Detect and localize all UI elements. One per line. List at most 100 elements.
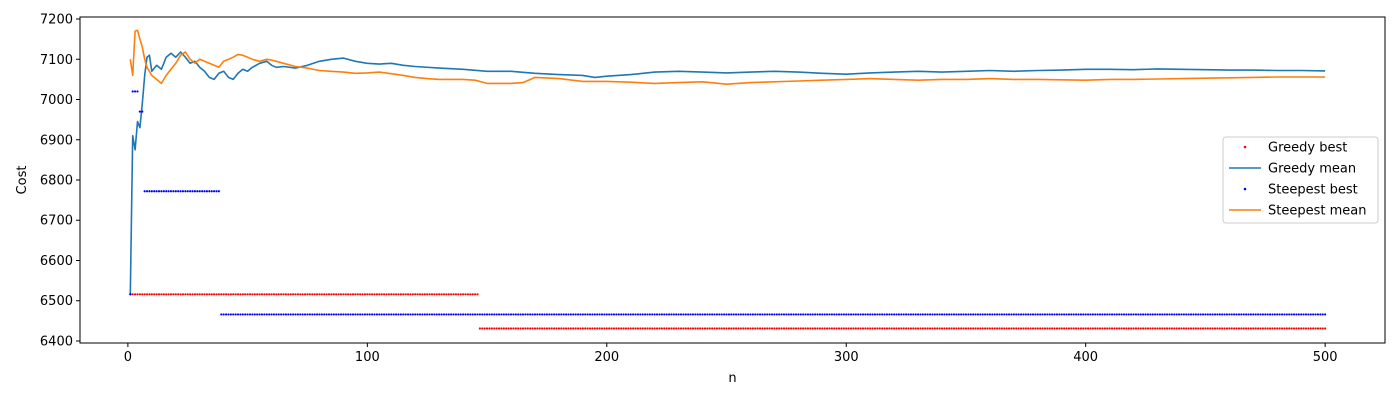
data-point (466, 313, 470, 316)
data-point (608, 327, 611, 330)
data-point (222, 293, 225, 296)
data-point (277, 293, 280, 296)
data-point (397, 313, 400, 316)
data-point (1072, 327, 1075, 330)
data-point (974, 313, 977, 316)
data-point (473, 313, 477, 316)
data-point (1185, 327, 1188, 330)
data-point (1051, 313, 1054, 316)
data-point (1297, 327, 1300, 330)
data-point (303, 293, 307, 296)
data-point (543, 313, 546, 316)
data-point (402, 313, 405, 316)
data-point (330, 313, 333, 316)
data-point (857, 327, 860, 330)
data-point (548, 327, 551, 330)
data-point (344, 313, 347, 316)
data-point (1268, 327, 1272, 330)
data-point (478, 327, 481, 330)
data-point (1273, 327, 1276, 330)
data-point (553, 327, 556, 330)
data-point (1230, 313, 1233, 316)
data-point (296, 313, 299, 316)
data-point (217, 190, 220, 193)
data-point (646, 327, 649, 330)
data-point (1010, 313, 1013, 316)
data-point (782, 313, 786, 316)
data-point (1070, 313, 1073, 316)
data-point (435, 313, 438, 316)
data-point (1015, 327, 1018, 330)
data-point (174, 293, 177, 296)
data-point (1245, 313, 1248, 316)
data-point (804, 327, 807, 330)
data-point (550, 313, 553, 316)
data-point (1285, 313, 1288, 316)
data-point (732, 313, 735, 316)
data-point (375, 293, 379, 296)
data-point (758, 327, 762, 330)
data-point (897, 313, 901, 316)
data-point (761, 327, 764, 330)
data-point (471, 293, 474, 296)
y-tick-label: 6600 (40, 254, 73, 269)
data-point (787, 313, 790, 316)
data-point (665, 327, 668, 330)
data-point (553, 313, 556, 316)
data-point (536, 327, 539, 330)
data-point (670, 327, 673, 330)
data-point (586, 313, 589, 316)
data-point (165, 293, 168, 296)
data-point (1022, 327, 1025, 330)
data-point (763, 313, 766, 316)
data-point (1082, 313, 1085, 316)
data-point (531, 327, 534, 330)
data-point (138, 110, 141, 113)
data-point (667, 327, 671, 330)
data-point (718, 313, 721, 316)
data-point (790, 327, 793, 330)
data-point (828, 313, 831, 316)
data-point (1261, 327, 1264, 330)
data-point (612, 313, 616, 316)
data-point (174, 190, 177, 193)
data-point (438, 313, 441, 316)
data-point (356, 293, 359, 296)
data-point (368, 293, 371, 296)
data-point (349, 313, 352, 316)
data-point (1177, 313, 1181, 316)
data-point (596, 313, 599, 316)
data-point (895, 313, 898, 316)
x-axis-label: n (728, 371, 736, 386)
data-point (1290, 327, 1293, 330)
data-point (466, 293, 470, 296)
data-point (366, 313, 369, 316)
data-point (957, 313, 960, 316)
data-point (325, 313, 328, 316)
data-point (634, 313, 637, 316)
data-point (502, 313, 505, 316)
data-point (153, 293, 156, 296)
data-point (189, 190, 192, 193)
data-point (1312, 313, 1315, 316)
data-point (627, 313, 630, 316)
data-point (1055, 313, 1059, 316)
data-point (1048, 313, 1051, 316)
data-point (905, 327, 908, 330)
data-point (521, 313, 525, 316)
y-tick-label: 6400 (40, 334, 73, 349)
data-point (1053, 327, 1056, 330)
data-point (1110, 313, 1114, 316)
data-point (770, 327, 774, 330)
data-point (864, 313, 867, 316)
data-point (1228, 327, 1231, 330)
data-point (1209, 313, 1212, 316)
data-point (593, 313, 596, 316)
data-point (268, 293, 271, 296)
data-point (799, 313, 802, 316)
data-point (691, 327, 695, 330)
data-point (294, 293, 297, 296)
data-point (452, 293, 455, 296)
data-point (430, 313, 434, 316)
data-point (1113, 313, 1116, 316)
